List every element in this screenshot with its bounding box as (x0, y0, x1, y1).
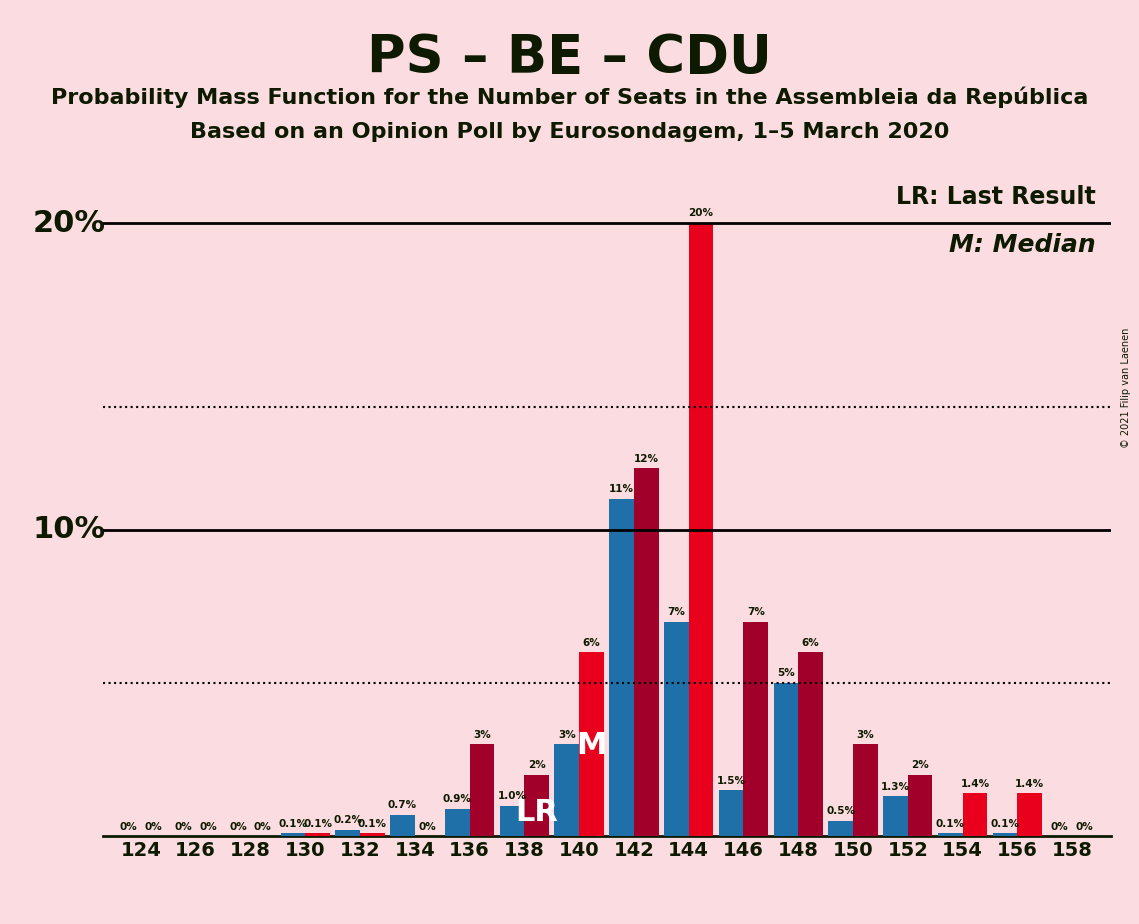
Bar (524, 775, 549, 836)
Text: LR: Last Result: LR: Last Result (895, 186, 1096, 210)
Text: M: M (576, 731, 607, 760)
Bar (391, 815, 415, 836)
Text: 0%: 0% (145, 821, 162, 832)
Bar (609, 499, 634, 836)
Bar (883, 796, 908, 836)
Text: 0%: 0% (199, 821, 216, 832)
Bar (469, 744, 494, 836)
Text: 0%: 0% (1051, 821, 1068, 832)
Text: 7%: 7% (747, 607, 764, 617)
Text: 1.0%: 1.0% (498, 791, 526, 801)
Text: 0.2%: 0.2% (334, 816, 362, 825)
Text: © 2021 Filip van Laenen: © 2021 Filip van Laenen (1121, 328, 1131, 448)
Text: 5%: 5% (777, 668, 795, 678)
Text: 0.7%: 0.7% (388, 800, 417, 810)
Text: 0%: 0% (120, 821, 138, 832)
Bar (469, 744, 494, 836)
Text: 0.1%: 0.1% (936, 819, 965, 829)
Bar (719, 790, 744, 836)
Bar (280, 833, 305, 836)
Bar (500, 806, 524, 836)
Bar (689, 223, 713, 836)
Bar (908, 775, 933, 836)
Text: 1.5%: 1.5% (716, 775, 746, 785)
Bar (1017, 794, 1042, 836)
Text: 0.5%: 0.5% (826, 807, 855, 816)
Text: Probability Mass Function for the Number of Seats in the Assembleia da República: Probability Mass Function for the Number… (51, 87, 1088, 108)
Text: 10%: 10% (32, 515, 105, 544)
Text: PS – BE – CDU: PS – BE – CDU (367, 32, 772, 84)
Bar (937, 833, 962, 836)
Bar (524, 775, 549, 836)
Bar (579, 652, 604, 836)
Text: 1.4%: 1.4% (1015, 779, 1044, 789)
Bar (798, 652, 822, 836)
Text: 2%: 2% (911, 760, 929, 771)
Bar (744, 622, 768, 836)
Bar (634, 468, 658, 836)
Text: 3%: 3% (857, 730, 875, 739)
Text: 0.1%: 0.1% (303, 819, 333, 829)
Bar (360, 833, 385, 836)
Text: 7%: 7% (667, 607, 686, 617)
Text: 20%: 20% (688, 209, 713, 218)
Bar (908, 775, 933, 836)
Bar (853, 744, 878, 836)
Text: LR: LR (515, 798, 558, 827)
Bar (634, 468, 658, 836)
Text: 0.9%: 0.9% (443, 794, 472, 804)
Text: 0.1%: 0.1% (991, 819, 1019, 829)
Bar (555, 744, 579, 836)
Text: 0%: 0% (174, 821, 192, 832)
Bar (744, 622, 768, 836)
Text: 12%: 12% (633, 454, 658, 464)
Bar (335, 830, 360, 836)
Bar (798, 652, 822, 836)
Text: 0%: 0% (1075, 821, 1093, 832)
Text: 20%: 20% (32, 209, 105, 237)
Bar (993, 833, 1017, 836)
Text: 1.3%: 1.3% (880, 782, 910, 792)
Text: 6%: 6% (582, 638, 600, 648)
Bar (828, 821, 853, 836)
Text: 0.1%: 0.1% (278, 819, 308, 829)
Text: 3%: 3% (558, 730, 575, 739)
Bar (305, 833, 330, 836)
Bar (962, 794, 988, 836)
Bar (853, 744, 878, 836)
Text: 1.4%: 1.4% (960, 779, 990, 789)
Bar (445, 808, 469, 836)
Text: 11%: 11% (609, 484, 634, 494)
Bar (773, 683, 798, 836)
Text: 2%: 2% (527, 760, 546, 771)
Text: 3%: 3% (473, 730, 491, 739)
Text: 0%: 0% (418, 821, 436, 832)
Bar (664, 622, 689, 836)
Text: 0%: 0% (254, 821, 271, 832)
Text: M: Median: M: Median (949, 233, 1096, 257)
Text: 6%: 6% (802, 638, 819, 648)
Text: Based on an Opinion Poll by Eurosondagem, 1–5 March 2020: Based on an Opinion Poll by Eurosondagem… (190, 122, 949, 142)
Text: 0.1%: 0.1% (358, 819, 387, 829)
Text: 0%: 0% (229, 821, 247, 832)
